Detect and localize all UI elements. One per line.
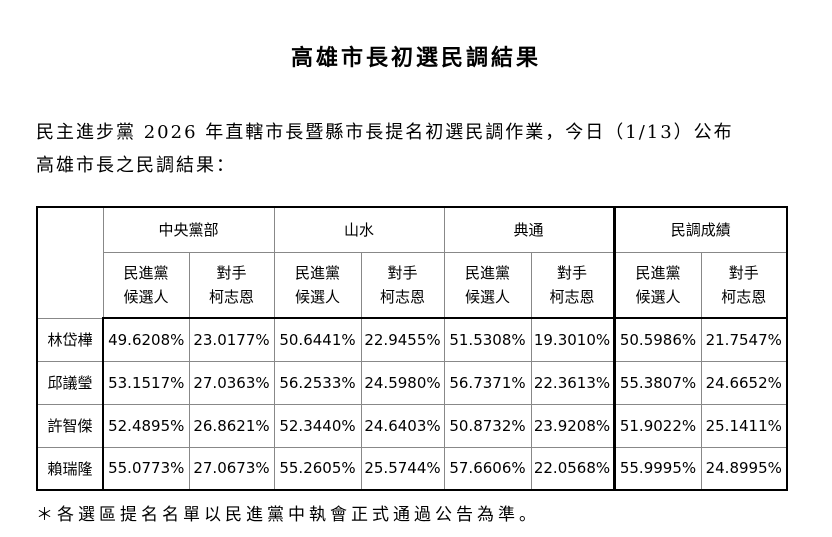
poll-value-cell: 57.6606% <box>443 446 532 491</box>
header-line: 民進黨 <box>635 263 681 282</box>
poll-value-cell: 27.0673% <box>188 446 275 491</box>
header-line: 柯志恩 <box>721 287 767 306</box>
col-header-dpp-central: 民進黨 候選人 <box>102 251 190 319</box>
poll-value-cell: 55.0773% <box>102 446 190 491</box>
table-group-header-row: 中央黨部 山水 典通 民調成績 <box>36 206 788 319</box>
table-row: 許智傑 52.4895% 26.8621% 52.3440% 24.6403% … <box>36 403 788 448</box>
corner-cell <box>36 206 104 319</box>
poll-value-cell: 22.0568% <box>530 446 615 491</box>
footnote: ＊各選區提名名單以民進黨中執會正式通過公告為準。 <box>36 505 540 525</box>
poll-value-cell: 55.2605% <box>273 446 362 491</box>
poll-value-cell: 56.7371% <box>443 360 532 405</box>
poll-value-cell: 56.2533% <box>273 360 362 405</box>
poll-value-cell: 23.0177% <box>188 317 275 362</box>
poll-result-cell: 55.9995% <box>612 446 702 491</box>
group-header-diantong: 典通 <box>443 206 615 253</box>
header-line: 候選人 <box>464 287 510 306</box>
group-header-shanshui: 山水 <box>273 206 445 253</box>
group-header-poll-result: 民調成績 <box>612 206 788 253</box>
poll-value-cell: 50.8732% <box>443 403 532 448</box>
candidate-name: 林岱樺 <box>36 317 104 362</box>
table-subheader-row: 民進黨候選人 對手柯志恩 民進黨候選人 對手柯志恩 民進黨候選人 對手柯志恩 民… <box>37 251 788 319</box>
header-line: 民進黨 <box>294 263 340 282</box>
poll-value-cell: 22.9455% <box>360 317 445 362</box>
col-header-dpp-result: 民進黨 候選人 <box>612 251 702 319</box>
group-header-central-hq: 中央黨部 <box>102 206 275 253</box>
poll-result-cell: 51.9022% <box>612 403 702 448</box>
col-header-dpp-diantong: 民進黨 候選人 <box>443 251 532 319</box>
poll-result-cell: 24.6652% <box>700 360 788 405</box>
poll-value-cell: 26.8621% <box>188 403 275 448</box>
page-title: 高雄市長初選民調結果 <box>290 45 541 71</box>
candidate-name: 邱議瑩 <box>36 360 104 405</box>
poll-value-cell: 23.9208% <box>530 403 615 448</box>
table-row: 邱議瑩 53.1517% 27.0363% 56.2533% 24.5980% … <box>36 360 788 405</box>
table-row: 林岱樺 49.6208% 23.0177% 50.6441% 22.9455% … <box>36 317 788 362</box>
poll-result-cell: 24.8995% <box>700 446 788 491</box>
poll-value-cell: 24.6403% <box>360 403 445 448</box>
header-line: 民進黨 <box>464 263 510 282</box>
poll-result-cell: 50.5986% <box>612 317 702 362</box>
col-header-opp-diantong: 對手 柯志恩 <box>530 251 615 319</box>
header-line: 對手 <box>556 263 587 282</box>
poll-value-cell: 27.0363% <box>188 360 275 405</box>
candidate-name: 賴瑞隆 <box>36 446 104 491</box>
poll-value-cell: 22.3613% <box>530 360 615 405</box>
header-line: 對手 <box>216 263 247 282</box>
col-header-dpp-shanshui: 民進黨 候選人 <box>273 251 362 319</box>
poll-value-cell: 49.6208% <box>102 317 190 362</box>
intro-paragraph: 民主進步黨 2026 年直轄市長暨縣市長提名初選民調作業，今日（1/13）公布高… <box>0 72 832 182</box>
poll-value-cell: 53.1517% <box>102 360 190 405</box>
poll-value-cell: 51.5308% <box>443 317 532 362</box>
poll-value-cell: 19.3010% <box>530 317 615 362</box>
header-line: 柯志恩 <box>208 287 254 306</box>
header-line: 候選人 <box>635 287 681 306</box>
header-line: 民進黨 <box>123 263 169 282</box>
header-line: 柯志恩 <box>379 287 425 306</box>
poll-result-cell: 21.7547% <box>700 317 788 362</box>
poll-results-table: 中央黨部 山水 典通 民調成績 民進黨候選人 對手柯志恩 民進黨候選人 對手柯志… <box>36 206 788 491</box>
col-header-opp-result: 對手 柯志恩 <box>700 251 788 319</box>
poll-value-cell: 24.5980% <box>360 360 445 405</box>
table-row: 賴瑞隆 55.0773% 27.0673% 55.2605% 25.5744% … <box>36 446 788 491</box>
intro-line-2: 高雄市長之民調結果： <box>36 155 236 176</box>
header-line: 對手 <box>728 263 759 282</box>
col-header-opp-central: 對手 柯志恩 <box>188 251 275 319</box>
header-line: 候選人 <box>294 287 340 306</box>
header-line: 柯志恩 <box>549 287 595 306</box>
poll-value-cell: 25.5744% <box>360 446 445 491</box>
poll-result-cell: 55.3807% <box>612 360 702 405</box>
poll-value-cell: 50.6441% <box>273 317 362 362</box>
poll-value-cell: 52.3440% <box>273 403 362 448</box>
header-line: 對手 <box>387 263 418 282</box>
poll-value-cell: 52.4895% <box>102 403 190 448</box>
poll-result-cell: 25.1411% <box>700 403 788 448</box>
col-header-opp-shanshui: 對手 柯志恩 <box>360 251 445 319</box>
candidate-name: 許智傑 <box>36 403 104 448</box>
header-line: 候選人 <box>123 287 169 306</box>
intro-line-1: 民主進步黨 2026 年直轄市長暨縣市長提名初選民調作業，今日（1/13）公布 <box>36 122 734 143</box>
